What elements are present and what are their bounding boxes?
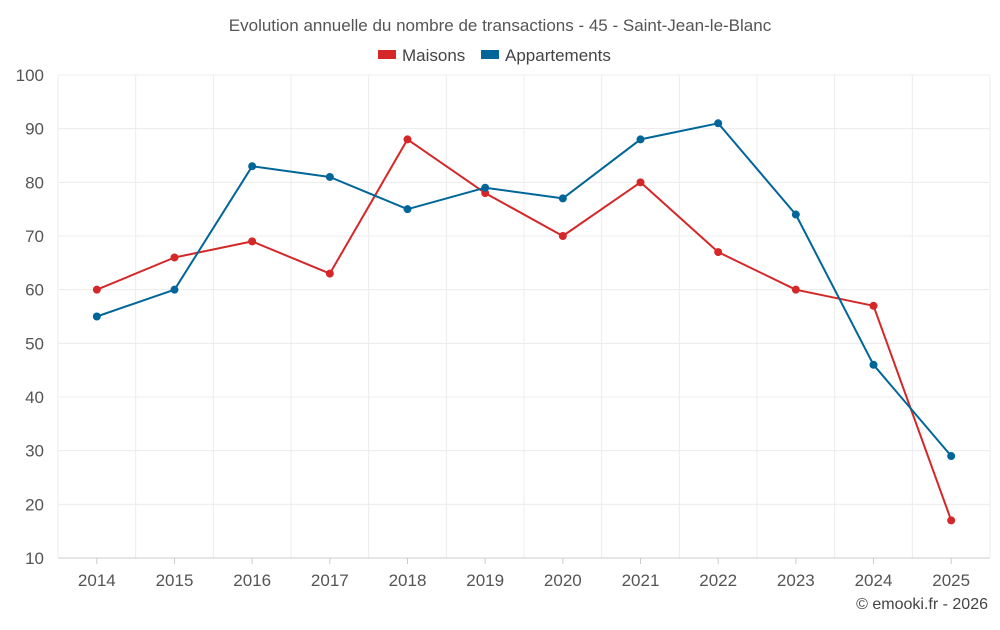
y-tick-label: 70	[25, 227, 44, 246]
point-maisons-2022[interactable]	[714, 248, 723, 257]
x-tick-label-2017: 2017	[311, 571, 349, 590]
x-tick-label-2022: 2022	[699, 571, 737, 590]
point-maisons-2016[interactable]	[248, 237, 257, 246]
legend-swatch-maisons	[378, 50, 396, 59]
point-maisons-2023[interactable]	[791, 285, 800, 294]
point-appartements-2025[interactable]	[947, 452, 956, 461]
point-appartements-2019[interactable]	[481, 183, 490, 192]
y-tick-label: 20	[25, 495, 44, 514]
point-appartements-2017[interactable]	[325, 172, 334, 181]
x-tick-label-2014: 2014	[78, 571, 116, 590]
point-maisons-2014[interactable]	[92, 285, 101, 294]
x-tick-label-2020: 2020	[544, 571, 582, 590]
point-appartements-2018[interactable]	[403, 205, 412, 214]
point-appartements-2021[interactable]	[636, 135, 645, 144]
point-maisons-2025[interactable]	[947, 516, 956, 525]
x-axis: 2014 2015 2016 2017 2018 2019 2020 2021 2022 2023…	[58, 557, 990, 590]
point-appartements-2020[interactable]	[558, 194, 567, 203]
x-tick-label-2015: 2015	[156, 571, 194, 590]
point-appartements-2024[interactable]	[869, 360, 878, 369]
y-tick-label: 90	[25, 120, 44, 139]
x-tick-label-2023: 2023	[777, 571, 815, 590]
y-tick-label: 50	[25, 334, 44, 353]
x-tick-label-2021: 2021	[622, 571, 660, 590]
series-line-maisons	[96, 138, 953, 521]
point-appartements-2022[interactable]	[714, 119, 723, 128]
point-appartements-2015[interactable]	[170, 285, 179, 294]
y-tick-label: 10	[25, 549, 44, 568]
x-tick-label-2019: 2019	[466, 571, 504, 590]
y-tick-label: 60	[25, 281, 44, 300]
chart-title: Evolution annuelle du nombre de transact…	[229, 16, 772, 35]
point-appartements-2023[interactable]	[791, 210, 800, 219]
series-line-appartements	[96, 122, 952, 457]
legend: Maisons Appartements	[378, 46, 611, 65]
y-axis: 10 20 30 40 50 60 70 80 90 100	[16, 66, 44, 568]
point-maisons-2021[interactable]	[636, 178, 645, 187]
y-tick-label: 100	[16, 66, 44, 85]
y-tick-label: 80	[25, 173, 44, 192]
grid	[57, 74, 991, 558]
point-maisons-2024[interactable]	[869, 301, 878, 310]
point-maisons-2018[interactable]	[403, 135, 412, 144]
point-maisons-2017[interactable]	[325, 269, 334, 278]
point-maisons-2015[interactable]	[170, 253, 179, 262]
legend-swatch-appartements	[481, 50, 499, 59]
point-appartements-2014[interactable]	[92, 312, 101, 321]
credit: © emooki.fr - 2026	[856, 596, 988, 613]
y-tick-label: 30	[25, 442, 44, 461]
x-tick-label-2025: 2025	[932, 571, 970, 590]
x-tick-label-2016: 2016	[233, 571, 271, 590]
x-tick-label-2024: 2024	[855, 571, 893, 590]
point-appartements-2016[interactable]	[248, 162, 257, 171]
x-tick-label-2018: 2018	[389, 571, 427, 590]
legend-label-appartements[interactable]: Appartements	[505, 46, 611, 65]
series-layer	[92, 119, 956, 525]
y-tick-label: 40	[25, 388, 44, 407]
legend-label-maisons[interactable]: Maisons	[402, 46, 465, 65]
point-maisons-2020[interactable]	[558, 232, 567, 240]
